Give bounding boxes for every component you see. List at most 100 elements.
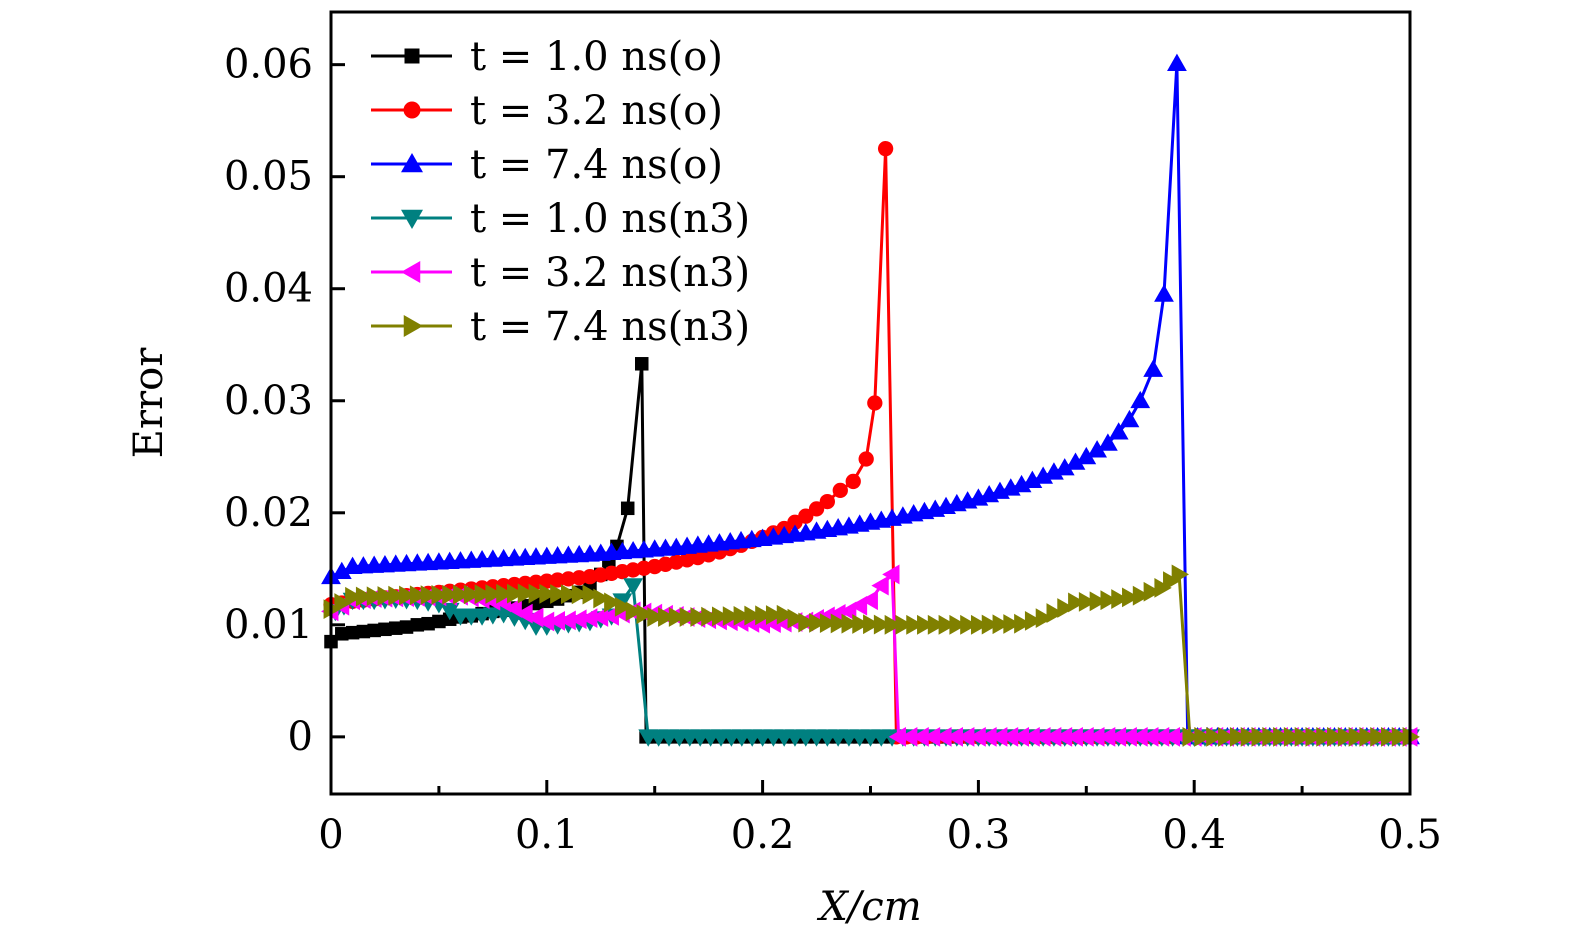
data-point-circle-marker bbox=[867, 395, 883, 411]
data-point-triangle-right-marker bbox=[776, 604, 795, 625]
data-point-triangle-right-marker bbox=[873, 614, 892, 635]
data-point-triangle-left-marker bbox=[871, 575, 889, 596]
data-point-triangle-up-marker bbox=[1076, 446, 1097, 465]
data-point-triangle-right-marker bbox=[852, 614, 870, 634]
data-point-triangle-left-marker bbox=[547, 611, 566, 631]
x-tick-label: 0.5 bbox=[1378, 812, 1442, 858]
legend-triangle-up-marker bbox=[401, 153, 423, 173]
data-point-triangle-right-marker bbox=[1380, 726, 1399, 747]
legend-label: t = 1.0 ns(n3) bbox=[470, 196, 750, 242]
data-point-triangle-right-marker bbox=[1024, 611, 1043, 631]
data-point-triangle-left-marker bbox=[569, 609, 587, 630]
data-point-triangle-left-marker bbox=[968, 726, 986, 747]
data-point-triangle-right-marker bbox=[582, 584, 600, 605]
data-point-triangle-right-marker bbox=[1194, 726, 1212, 747]
data-point-triangle-right-marker bbox=[668, 607, 687, 627]
data-point-triangle-right-marker bbox=[1057, 598, 1075, 618]
data-point-triangle-right-marker bbox=[399, 585, 417, 606]
legend-item: t = 3.2 ns(n3) bbox=[371, 250, 750, 296]
data-point-triangle-left-marker bbox=[1151, 726, 1170, 747]
data-point-square-marker bbox=[432, 614, 446, 629]
legend-item: t = 7.4 ns(o) bbox=[371, 142, 723, 188]
data-point-triangle-right-marker bbox=[1182, 726, 1200, 747]
legend-circle-marker bbox=[403, 101, 421, 119]
data-point-triangle-right-marker bbox=[366, 586, 385, 607]
data-point-triangle-right-marker bbox=[1132, 585, 1151, 606]
data-point-circle-marker bbox=[877, 141, 894, 157]
data-point-circle-marker bbox=[819, 493, 835, 510]
data-point-triangle-left-marker bbox=[1162, 726, 1181, 747]
data-point-triangle-up-marker bbox=[1154, 284, 1174, 302]
data-point-triangle-right-marker bbox=[809, 612, 827, 633]
series-1 bbox=[324, 357, 1417, 744]
data-point-triangle-right-marker bbox=[1294, 726, 1312, 747]
data-point-triangle-right-marker bbox=[345, 586, 363, 607]
data-point-triangle-left-marker bbox=[1087, 726, 1105, 747]
x-tick-label: 0.4 bbox=[1162, 812, 1226, 858]
legend-label: t = 7.4 ns(o) bbox=[470, 142, 723, 188]
data-point-circle-marker bbox=[808, 501, 825, 517]
data-point-triangle-left-marker bbox=[900, 726, 918, 747]
legend: t = 1.0 ns(o) t = 3.2 ns(o) t = 7.4 ns(o) t… bbox=[371, 34, 750, 350]
data-point-triangle-right-marker bbox=[528, 583, 546, 604]
data-point-square-marker bbox=[620, 501, 635, 516]
data-point-triangle-right-marker bbox=[463, 584, 482, 605]
data-point-triangle-left-marker bbox=[860, 590, 878, 611]
data-point-square-marker bbox=[410, 618, 425, 632]
data-point-triangle-right-marker bbox=[1370, 726, 1388, 747]
data-point-triangle-right-marker bbox=[647, 607, 665, 627]
data-point-triangle-down-marker bbox=[623, 578, 644, 596]
data-point-triangle-right-marker bbox=[593, 588, 611, 609]
y-axis-title: Error bbox=[126, 347, 172, 459]
tick-layer: 0 0.1 0.2 0.3 0.4 0.5 0 0.01 0.02 0.03 0.04 0.05 0.0… bbox=[224, 42, 1442, 858]
x-tick-label: 0.3 bbox=[947, 812, 1011, 858]
data-point-triangle-right-marker bbox=[1122, 587, 1140, 608]
data-point-triangle-left-marker bbox=[1119, 726, 1137, 747]
data-point-triangle-left-marker bbox=[979, 726, 997, 747]
data-point-triangle-right-marker bbox=[1273, 726, 1291, 747]
data-point-triangle-right-marker bbox=[1251, 726, 1269, 747]
data-point-triangle-right-marker bbox=[1337, 726, 1356, 747]
data-point-triangle-right-marker bbox=[830, 613, 849, 634]
data-point-triangle-left-marker bbox=[1097, 726, 1116, 747]
data-point-triangle-right-marker bbox=[517, 583, 536, 604]
data-point-triangle-right-marker bbox=[1068, 592, 1086, 613]
legend-label: t = 3.2 ns(n3) bbox=[470, 250, 750, 296]
data-point-triangle-left-marker bbox=[580, 608, 598, 629]
data-point-triangle-right-marker bbox=[1078, 591, 1097, 612]
legend-item: t = 1.0 ns(o) bbox=[371, 34, 723, 80]
data-point-triangle-right-marker bbox=[938, 614, 956, 635]
series-layer bbox=[321, 53, 1420, 747]
data-point-triangle-left-marker bbox=[1033, 726, 1051, 747]
data-point-triangle-up-marker bbox=[1130, 390, 1151, 409]
data-point-triangle-right-marker bbox=[560, 584, 579, 605]
data-point-triangle-right-marker bbox=[765, 605, 784, 625]
data-point-triangle-right-marker bbox=[690, 607, 708, 627]
y-tick-label: 0.03 bbox=[224, 378, 313, 424]
data-point-triangle-right-marker bbox=[355, 586, 374, 607]
data-point-triangle-left-marker bbox=[558, 610, 576, 631]
data-point-triangle-right-marker bbox=[485, 584, 503, 604]
legend-label: t = 1.0 ns(o) bbox=[470, 34, 723, 80]
data-point-triangle-up-marker bbox=[1054, 458, 1075, 476]
data-point-triangle-left-marker bbox=[1108, 726, 1127, 747]
data-point-triangle-right-marker bbox=[625, 601, 644, 622]
data-point-triangle-right-marker bbox=[981, 614, 1000, 635]
data-point-triangle-right-marker bbox=[1348, 726, 1366, 747]
data-point-triangle-left-marker bbox=[1065, 726, 1083, 747]
legend-item: t = 3.2 ns(o) bbox=[371, 88, 723, 134]
data-point-triangle-left-marker bbox=[536, 611, 555, 632]
data-point-triangle-up-marker bbox=[1087, 440, 1107, 458]
data-point-triangle-right-marker bbox=[1046, 603, 1064, 623]
data-point-square-marker bbox=[356, 624, 371, 639]
data-point-triangle-right-marker bbox=[442, 584, 460, 605]
data-point-square-marker bbox=[378, 622, 392, 637]
x-tick-label: 0.1 bbox=[515, 812, 579, 858]
data-point-triangle-right-marker bbox=[1100, 590, 1118, 611]
data-point-triangle-right-marker bbox=[1327, 726, 1345, 747]
data-point-square-marker bbox=[345, 625, 360, 640]
data-point-triangle-left-marker bbox=[1054, 726, 1073, 747]
y-tick-label: 0.05 bbox=[224, 154, 313, 200]
legend-triangle-down-marker bbox=[401, 209, 423, 229]
